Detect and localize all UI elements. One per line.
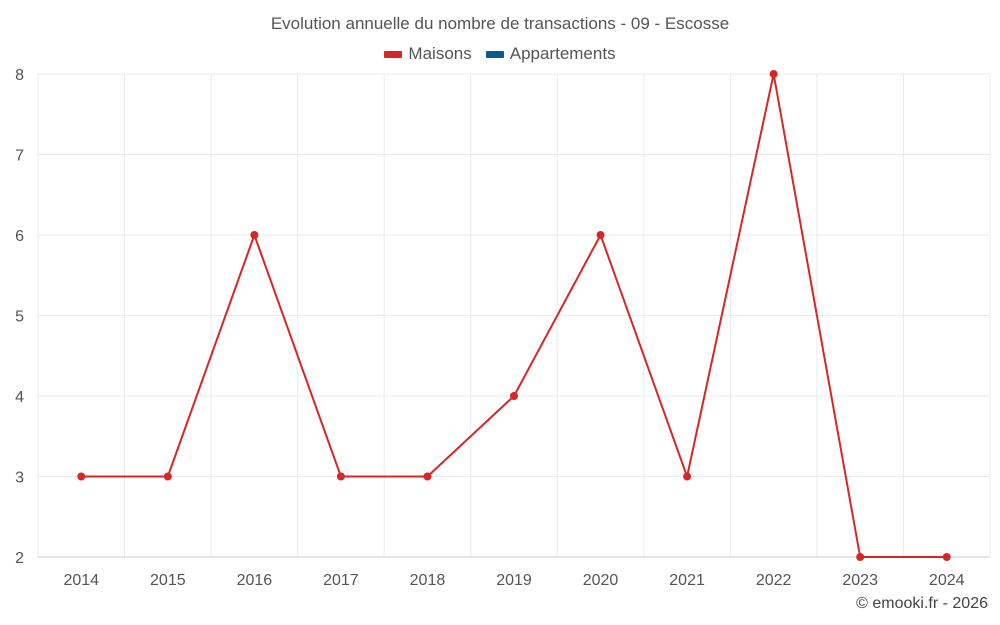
x-tick-label: 2017 (323, 572, 359, 589)
data-point-maisons (683, 472, 692, 481)
legend-label-maisons: Maisons (408, 44, 472, 63)
legend: Maisons Appartements (0, 44, 1000, 64)
data-point-maisons (250, 231, 259, 239)
y-tick-label: 8 (15, 67, 24, 84)
data-point-maisons (856, 553, 865, 561)
x-tick-label: 2024 (929, 572, 965, 589)
y-tick-label: 2 (15, 550, 24, 567)
data-point-maisons (942, 553, 951, 561)
y-tick-label: 7 (15, 148, 24, 165)
data-point-maisons (163, 472, 172, 481)
x-tick-label: 2016 (237, 572, 273, 589)
x-tick-label: 2023 (842, 572, 878, 589)
legend-item-maisons[interactable]: Maisons (384, 44, 472, 64)
y-tick-label: 3 (15, 470, 24, 487)
data-point-maisons (769, 70, 778, 78)
x-tick-label: 2014 (63, 572, 99, 589)
x-tick-label: 2019 (496, 572, 532, 589)
credits[interactable]: © emooki.fr - 2026 (856, 595, 988, 612)
y-tick-label: 4 (15, 389, 24, 406)
data-point-maisons (510, 392, 518, 400)
legend-item-appartements[interactable]: Appartements (485, 44, 616, 64)
chart-title: Evolution annuelle du nombre de transact… (270, 14, 730, 33)
data-point-maisons (596, 231, 605, 239)
y-tick-label: 6 (15, 228, 24, 245)
data-point-maisons (77, 472, 86, 481)
x-tick-label: 2020 (583, 572, 619, 589)
x-tick-label: 2015 (150, 572, 186, 589)
legend-swatch-appartements (485, 50, 504, 58)
data-point-maisons (336, 472, 345, 481)
y-tick-label: 5 (15, 309, 24, 326)
x-tick-label: 2022 (756, 572, 792, 589)
legend-swatch-maisons (384, 50, 403, 58)
legend-label-appartements: Appartements (509, 44, 616, 63)
data-point-maisons (423, 472, 432, 481)
x-tick-label: 2018 (410, 572, 446, 589)
x-tick-label: 2021 (669, 572, 705, 589)
